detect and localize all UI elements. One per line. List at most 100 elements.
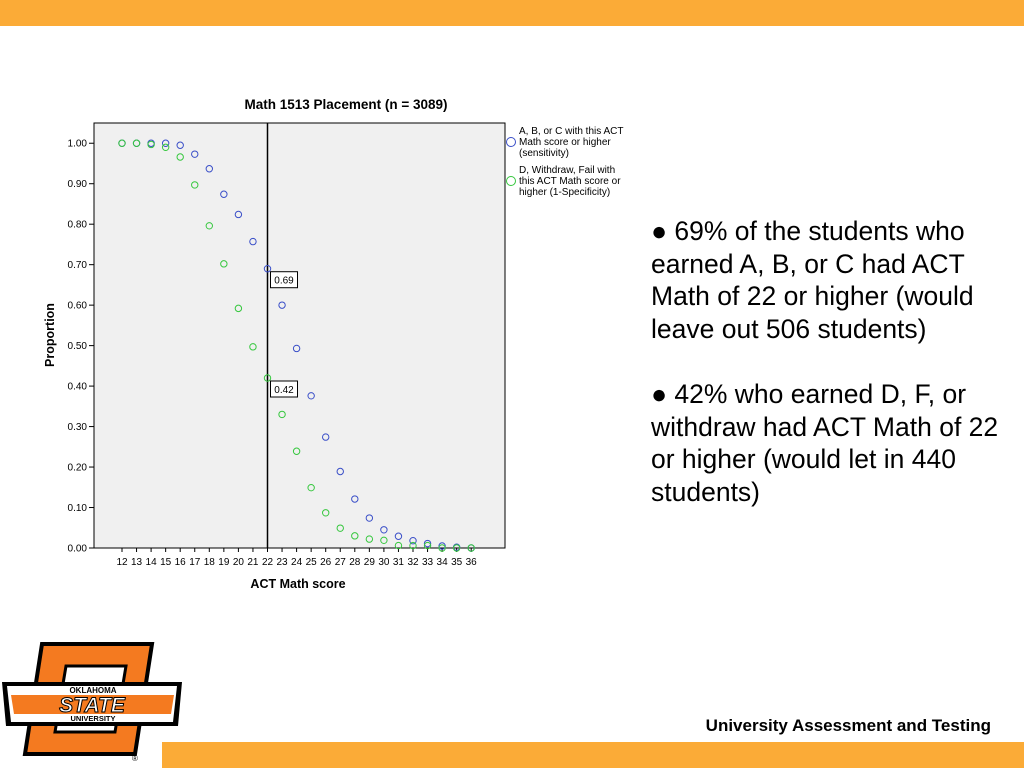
sensitivity-point [263, 265, 272, 273]
sensitivity-point [438, 542, 446, 550]
x-tick-label: 17 [189, 557, 201, 568]
specificity-point [205, 222, 214, 230]
x-tick-label: 19 [218, 557, 230, 568]
specificity-point [380, 536, 388, 545]
x-axis-label: ACT Math score [250, 577, 345, 591]
y-tick-label: 0.00 [68, 544, 88, 555]
logo-top-text: OKLAHOMA [69, 686, 116, 695]
x-tick-label: 34 [437, 557, 449, 568]
specificity-point [278, 410, 286, 419]
y-tick-label: 0.60 [68, 301, 88, 312]
note-specificity: ● 42% who earned D, F, or withdraw had A… [651, 379, 999, 507]
sensitivity-point [278, 301, 286, 309]
specificity-point [322, 509, 330, 517]
specificity-point [176, 153, 184, 161]
legend-text-sensitivity: A, B, or C with this ACT [519, 126, 623, 137]
x-tick-label: 24 [291, 557, 303, 568]
specificity-point [438, 544, 446, 552]
specificity-point [161, 143, 170, 151]
specificity-point [336, 524, 344, 532]
x-tick-label: 16 [175, 557, 187, 568]
y-axis-label: Proportion [43, 303, 57, 367]
legend-text-sensitivity: (sensitivity) [519, 148, 569, 159]
x-tick-label: 33 [422, 557, 434, 568]
x-tick-label: 36 [466, 557, 478, 568]
sensitivity-point [249, 237, 257, 246]
legend-text-specificity: D, Withdraw, Fail with [519, 165, 615, 176]
x-tick-label: 30 [378, 557, 390, 568]
specificity-point [409, 541, 417, 550]
x-tick-label: 22 [262, 557, 274, 568]
specificity-point [365, 535, 374, 543]
footer-text: University Assessment and Testing [705, 716, 991, 735]
y-tick-label: 0.30 [68, 422, 88, 433]
y-axis: 0.00 0.10 0.20 0.30 0.40 0.50 0.60 0.70 0.80 0.90… [68, 139, 94, 555]
osu-logo: OKLAHOMA STATE UNIVERSITY ® [2, 642, 182, 763]
legend-text-specificity: higher (1-Specificity) [519, 187, 610, 198]
x-tick-label: 20 [233, 557, 245, 568]
specificity-point [467, 544, 475, 552]
y-tick-label: 0.20 [68, 463, 88, 474]
x-tick-label: 27 [335, 557, 347, 568]
x-tick-label: 32 [407, 557, 419, 568]
specificity-point [263, 374, 272, 382]
specificity-point [394, 541, 403, 550]
sensitivity-point [234, 210, 243, 219]
x-tick-label: 23 [276, 557, 288, 568]
x-tick-label: 26 [320, 557, 332, 568]
legend-marker-sensitivity [506, 137, 516, 147]
x-tick-label: 25 [306, 557, 318, 568]
sensitivity-point [292, 344, 301, 353]
sensitivity-point [351, 495, 359, 503]
x-axis: 12 13 14 15 16 17 18 19 20 21 22 23 24 25 26 27 28 29 30 31… [116, 548, 477, 568]
x-tick-label: 13 [131, 557, 143, 568]
x-tick-label: 12 [116, 557, 128, 568]
specificity-point [307, 483, 315, 492]
annotation-group: 0.69 0.42 [270, 271, 298, 398]
x-tick-label: 35 [451, 557, 463, 568]
top-accent-bar [0, 0, 1024, 26]
specificity-point [132, 139, 141, 147]
sensitivity-point [409, 537, 417, 545]
sensitivity-point [176, 141, 184, 149]
sensitivity-point [161, 139, 170, 147]
x-tick-label: 31 [393, 557, 405, 568]
sensitivity-point [322, 433, 330, 441]
logo-main-text: STATE [59, 694, 126, 717]
sensitivity-point [191, 150, 199, 158]
specificity-point [220, 260, 228, 268]
logo-registered-mark: ® [132, 754, 138, 763]
specificity-point [423, 541, 432, 550]
sensitivity-point [380, 526, 388, 534]
y-tick-label: 0.40 [68, 382, 88, 393]
y-tick-label: 0.50 [68, 341, 88, 352]
sensitivity-point [307, 392, 315, 400]
chart-title: Math 1513 Placement (n = 3089) [245, 97, 448, 112]
specificity-point [292, 447, 301, 455]
x-tick-label: 14 [146, 557, 158, 568]
annotation-label: 0.42 [274, 385, 294, 396]
sensitivity-point [205, 165, 214, 173]
x-tick-label: 29 [364, 557, 376, 568]
legend-text-sensitivity: Math score or higher [519, 137, 611, 148]
bottom-accent-bar [162, 742, 1024, 768]
specificity-point [452, 544, 461, 552]
notes: ● 69% of the students who earned A, B, o… [651, 215, 1011, 541]
annotation-box [270, 271, 298, 289]
logo-bottom-text: UNIVERSITY [70, 714, 115, 723]
sensitivity-point [220, 190, 228, 198]
y-tick-label: 0.10 [68, 503, 88, 514]
x-tick-label: 18 [204, 557, 216, 568]
y-tick-label: 0.70 [68, 260, 88, 271]
legend-marker-specificity [506, 176, 516, 186]
specificity-point [234, 304, 243, 313]
specificity-point [191, 181, 199, 189]
x-tick-label: 21 [247, 557, 259, 568]
specificity-point [351, 532, 359, 540]
x-tick-label: 15 [160, 557, 172, 568]
logo-banner-band [11, 695, 174, 714]
specificity-point [118, 139, 126, 147]
y-tick-label: 0.90 [68, 179, 88, 190]
specificity-point [147, 140, 155, 149]
